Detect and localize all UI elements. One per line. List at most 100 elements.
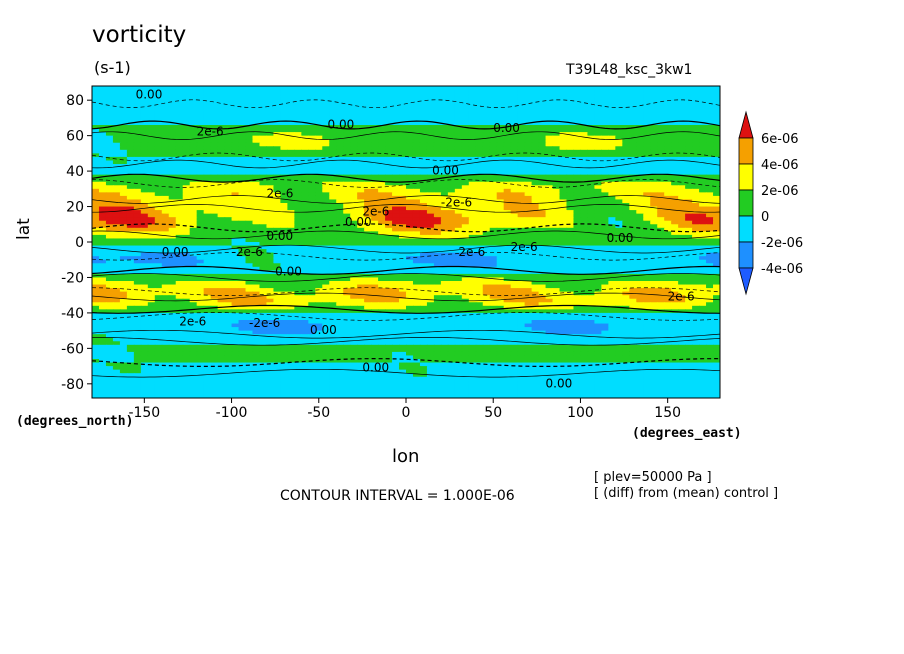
field-cell <box>329 139 337 144</box>
field-cell <box>517 259 526 264</box>
field-cell <box>608 89 616 94</box>
field-cell <box>259 220 268 225</box>
field-cell <box>329 100 337 105</box>
field-cell <box>468 259 477 264</box>
field-cell <box>580 142 589 147</box>
field-cell <box>385 142 393 147</box>
field-cell <box>489 242 498 247</box>
field-cell <box>168 273 177 279</box>
field-cell <box>378 256 386 261</box>
field-cell <box>678 199 686 204</box>
field-cell <box>175 256 184 261</box>
field-cell <box>566 114 575 119</box>
field-cell <box>350 231 358 236</box>
field-cell <box>147 231 156 236</box>
field-cell <box>161 213 170 218</box>
field-cell <box>231 242 240 247</box>
field-cell <box>461 171 470 176</box>
field-cell <box>126 231 135 236</box>
field-cell <box>210 249 219 254</box>
field-cell <box>545 252 554 257</box>
field-cell <box>259 149 268 154</box>
field-cell <box>406 114 414 119</box>
field-cell <box>622 103 630 108</box>
field-cell <box>399 188 407 193</box>
field-cell <box>671 117 679 123</box>
field-cell <box>154 89 163 94</box>
field-cell <box>580 245 589 250</box>
field-cell <box>713 153 720 158</box>
field-cell <box>210 213 219 218</box>
field-cell <box>371 146 379 151</box>
field-cell <box>671 178 679 183</box>
field-cell <box>496 273 505 279</box>
field-cell <box>524 132 533 137</box>
field-cell <box>636 224 644 229</box>
field-cell <box>224 178 233 183</box>
field-cell <box>259 259 268 264</box>
field-cell <box>357 93 365 98</box>
field-cell <box>133 114 142 119</box>
field-cell <box>468 153 477 158</box>
field-cell <box>622 178 630 183</box>
field-cell <box>664 263 672 268</box>
field-cell <box>280 103 288 108</box>
field-cell <box>126 139 135 144</box>
field-cell <box>371 117 379 123</box>
field-cell <box>161 245 170 250</box>
field-cell <box>364 277 372 282</box>
field-cell <box>601 245 609 250</box>
field-cell <box>392 135 400 140</box>
field-cell <box>622 199 630 204</box>
field-cell <box>217 156 226 162</box>
field-cell <box>587 93 595 98</box>
field-cell <box>503 103 512 108</box>
field-cell <box>238 192 247 197</box>
field-cell <box>161 281 170 286</box>
field-cell <box>336 89 344 94</box>
field-cell <box>287 185 295 190</box>
field-cell <box>678 263 686 268</box>
field-cell <box>224 263 233 268</box>
field-cell <box>524 125 533 130</box>
field-cell <box>615 192 623 197</box>
field-cell <box>147 132 156 137</box>
field-cell <box>552 153 561 158</box>
field-cell <box>538 135 547 140</box>
field-cell <box>112 206 121 211</box>
field-cell <box>294 199 302 204</box>
field-cell <box>329 256 337 261</box>
field-cell <box>350 213 358 218</box>
field-cell <box>392 266 400 271</box>
field-cell <box>273 146 281 151</box>
field-cell <box>210 146 219 151</box>
field-cell <box>399 181 407 186</box>
field-cell <box>350 114 358 119</box>
field-cell <box>468 110 477 115</box>
field-cell <box>154 156 163 162</box>
field-cell <box>699 266 707 271</box>
field-cell <box>426 234 435 240</box>
field-cell <box>182 234 191 240</box>
field-cell <box>482 171 491 176</box>
field-cell <box>294 281 302 286</box>
field-cell <box>412 224 421 229</box>
field-cell <box>140 181 149 186</box>
field-cell <box>161 171 170 176</box>
field-cell <box>217 181 226 186</box>
field-cell <box>252 234 261 240</box>
field-cell <box>629 103 637 108</box>
field-cell <box>308 263 316 268</box>
field-cell <box>287 220 295 225</box>
field-cell <box>580 217 589 222</box>
field-cell <box>266 270 275 275</box>
field-cell <box>308 270 316 275</box>
field-cell <box>112 135 121 140</box>
field-cell <box>322 142 330 147</box>
field-cell <box>657 114 665 119</box>
field-cell <box>175 195 184 201</box>
field-cell <box>419 206 428 211</box>
field-cell <box>419 266 428 271</box>
field-cell <box>531 178 540 183</box>
field-cell <box>259 128 268 133</box>
